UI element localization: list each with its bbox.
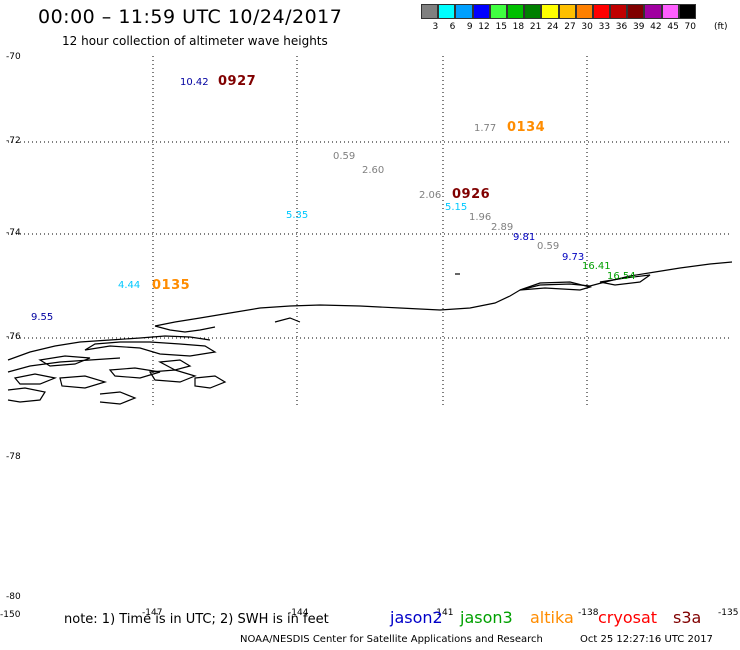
lon-label: -138	[578, 608, 599, 618]
coastline-island	[13, 373, 58, 385]
legend-swatch-label: 36	[615, 22, 628, 32]
satellite-label-s3a: s3a	[673, 608, 702, 627]
legend-swatch	[455, 4, 473, 19]
coastline-island	[599, 274, 651, 286]
color-scale-legend	[421, 4, 696, 19]
wave-height-value: 9.55	[31, 312, 54, 323]
coastline-segment	[7, 335, 211, 361]
coastline-island	[59, 375, 108, 389]
wave-height-value: 1.96	[469, 212, 492, 223]
wave-height-value: 16.54	[607, 271, 636, 282]
wave-height-value: 0.59	[333, 151, 356, 162]
legend-swatch	[558, 4, 576, 19]
lat-label: -74	[6, 228, 21, 238]
wave-height-value: 9.81	[513, 232, 536, 243]
lon-label: -147	[142, 608, 163, 618]
coastline	[7, 261, 733, 405]
satellite-label-cryosat: cryosat	[598, 608, 658, 627]
coastline-island	[84, 341, 217, 357]
legend-swatch-label: 24	[547, 22, 559, 32]
coastline-segment	[7, 387, 46, 403]
legend-swatch-label: 12	[478, 22, 490, 32]
coastline-island	[38, 355, 91, 367]
pass-time-label: 0134	[507, 120, 546, 135]
wave-height-value: 9.73	[562, 252, 585, 263]
wave-height-value: 2.60	[362, 165, 385, 176]
lat-label: -78	[6, 452, 21, 462]
legend-swatch-label: 3	[432, 22, 439, 32]
legend-swatch-label: 18	[512, 22, 525, 32]
legend-swatch-label: 15	[495, 22, 507, 32]
legend-swatch-label: 6	[449, 22, 456, 32]
wave-height-value: 5.35	[286, 210, 309, 221]
footnote: note: 1) Time is in UTC; 2) SWH is in fe…	[64, 612, 329, 627]
coastline-island	[148, 369, 197, 383]
legend-swatch	[489, 4, 507, 19]
legend-swatch-label: 39	[632, 22, 645, 32]
graticule	[8, 56, 732, 406]
coastline-segment	[274, 317, 301, 323]
page-subtitle: 12 hour collection of altimeter wave hei…	[62, 34, 328, 48]
legend-swatch-label: 9	[466, 22, 473, 32]
legend-swatch	[678, 4, 696, 19]
wave-height-value: 5.15	[445, 202, 468, 213]
legend-swatch-label: 42	[650, 22, 662, 32]
coastline-island	[157, 359, 192, 371]
legend-swatch-label: 27	[564, 22, 576, 32]
color-scale-labels: 3 6 9 12 15 18 21 24 27 30 33 36 39 42 45 70	[421, 22, 696, 32]
wave-height-value: 10.42	[180, 77, 209, 88]
legend-swatch	[541, 4, 559, 19]
lon-label: -135	[718, 608, 739, 618]
legend-swatch	[592, 4, 611, 19]
lon-label: -150	[0, 610, 21, 620]
satellite-label-altika: altika	[530, 608, 574, 627]
unit-label: (ft)	[714, 22, 728, 32]
coastline-segment	[7, 357, 121, 373]
legend-swatch	[524, 4, 542, 19]
coastline-island	[194, 375, 227, 389]
legend-swatch-label: 45	[667, 22, 679, 32]
legend-swatch	[644, 4, 662, 19]
lat-label: -80	[6, 592, 21, 602]
legend-swatch	[627, 4, 645, 19]
coastline-island	[519, 281, 593, 291]
wave-height-value: 4.44	[118, 280, 141, 291]
coastline-island	[108, 367, 161, 379]
legend-swatch	[472, 4, 490, 19]
credit-line: NOAA/NESDIS Center for Satellite Applica…	[240, 634, 543, 645]
legend-swatch	[575, 4, 593, 19]
wave-height-value: 0.59	[537, 241, 560, 252]
wave-height-value: 16.41	[582, 261, 611, 272]
lat-label: -70	[6, 52, 21, 62]
coastline-segment	[154, 325, 216, 333]
pass-time-label: 0926	[452, 187, 491, 202]
legend-swatch	[610, 4, 628, 19]
pass-time-label: 0927	[218, 74, 257, 89]
legend-swatch-label: 33	[598, 22, 611, 32]
wave-height-value: 2.89	[491, 222, 514, 233]
legend-swatch	[506, 4, 525, 19]
page-title: 00:00 – 11:59 UTC 10/24/2017	[38, 6, 343, 28]
wave-height-value: 1.77	[474, 123, 497, 134]
legend-swatch	[421, 4, 439, 19]
wave-height-value: 2.06	[419, 190, 442, 201]
lat-label: -72	[6, 136, 21, 146]
satellite-label-jason3: jason3	[460, 608, 513, 627]
legend-swatch-label: 70	[684, 22, 696, 32]
legend-swatch-label: 30	[581, 22, 593, 32]
legend-swatch	[438, 4, 456, 19]
legend-swatch	[661, 4, 679, 19]
generated-timestamp: Oct 25 12:27:16 UTC 2017	[580, 634, 713, 645]
pass-time-label: 0135	[152, 278, 191, 293]
coastline-segment	[99, 391, 137, 405]
lat-label: -76	[6, 332, 21, 342]
satellite-label-jason2: jason2	[390, 608, 443, 627]
coastline-main	[154, 261, 733, 327]
lon-label: -141	[433, 608, 454, 618]
legend-swatch-label: 21	[529, 22, 542, 32]
lon-label: -144	[288, 608, 309, 618]
